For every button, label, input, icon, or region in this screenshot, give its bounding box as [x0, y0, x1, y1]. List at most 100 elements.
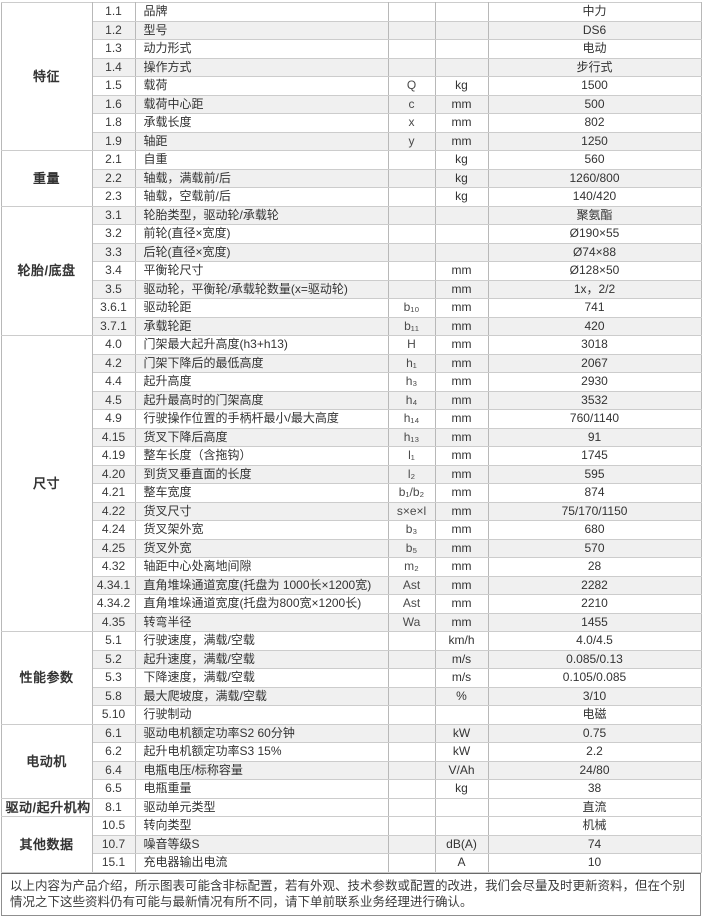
row-number-cell: 3.3: [91, 242, 136, 262]
table-row: 6.2 起升电机额定功率S3 15% kW 2.2: [1, 742, 702, 762]
value-cell: 28: [487, 557, 702, 577]
table-row: 3.6.1 驱动轮距 b₁₀ mm 741: [1, 298, 702, 318]
row-number-cell: 4.22: [91, 501, 136, 521]
spec-name-cell: 货叉外宽: [134, 538, 389, 558]
unit-cell: mm: [434, 335, 489, 355]
symbol-cell: y: [387, 131, 436, 151]
unit-cell: V/Ah: [434, 760, 489, 780]
table-row: 2.3 轴载，空载前/后 kg 140/420: [1, 187, 702, 207]
category-cell: 特征: [0, 2, 93, 151]
symbol-cell: [387, 39, 436, 59]
spec-section: 特征 1.1 品牌 中力 1.2 型号 DS6 1.3 动力形式 电动 1.4 操作方式 步行式 1.5 载…: [0, 2, 702, 151]
spec-name-cell: 行驶制动: [134, 705, 389, 725]
unit-cell: mm: [434, 557, 489, 577]
table-row: 2.2 轴载，满载前/后 kg 1260/800: [1, 168, 702, 188]
row-number-cell: 3.7.1: [91, 316, 136, 336]
table-row: 4.20 到货叉垂直面的长度 l₂ mm 595: [1, 464, 702, 484]
row-number-cell: 10.7: [91, 834, 136, 854]
row-number-cell: 4.0: [91, 335, 136, 355]
row-number-cell: 1.9: [91, 131, 136, 151]
unit-cell: kg: [434, 187, 489, 207]
table-row: 4.25 货叉外宽 b₅ mm 570: [1, 538, 702, 558]
value-cell: 0.75: [487, 723, 702, 743]
value-cell: Ø74×88: [487, 242, 702, 262]
row-number-cell: 5.10: [91, 705, 136, 725]
row-number-cell: 1.6: [91, 94, 136, 114]
value-cell: 680: [487, 520, 702, 540]
symbol-cell: [387, 686, 436, 706]
value-cell: DS6: [487, 20, 702, 40]
row-number-cell: 4.9: [91, 409, 136, 429]
spec-name-cell: 轮胎类型，驱动轮/承载轮: [134, 205, 389, 225]
unit-cell: dB(A): [434, 834, 489, 854]
value-cell: 91: [487, 427, 702, 447]
value-cell: 500: [487, 94, 702, 114]
table-row: 4.34.2 直角堆垛通道宽度(托盘为800宽×1200长) Ast mm 2210: [1, 594, 702, 614]
unit-cell: mm: [434, 261, 489, 281]
unit-cell: mm: [434, 94, 489, 114]
symbol-cell: [387, 187, 436, 207]
unit-cell: A: [434, 853, 489, 873]
spec-name-cell: 最大爬坡度，满载/空载: [134, 686, 389, 706]
symbol-cell: h₄: [387, 390, 436, 410]
spec-name-cell: 下降速度，满载/空载: [134, 668, 389, 688]
row-number-cell: 15.1: [91, 853, 136, 873]
value-cell: 1x，2/2: [487, 279, 702, 299]
table-row: 15.1 充电器输出电流 A 10: [1, 853, 702, 873]
table-row: 电动机 6.1 驱动电机额定功率S2 60分钟 kW 0.75: [0, 723, 702, 799]
value-cell: 595: [487, 464, 702, 484]
row-number-cell: 4.24: [91, 520, 136, 540]
value-cell: 874: [487, 483, 702, 503]
spec-section: 轮胎/底盘 3.1 轮胎类型，驱动轮/承载轮 聚氨酯 3.2 前轮(直径×宽度) Ø190×…: [0, 205, 702, 336]
spec-name-cell: 起升高度: [134, 372, 389, 392]
unit-cell: [434, 242, 489, 262]
unit-cell: m/s: [434, 649, 489, 669]
spec-name-cell: 轴距: [134, 131, 389, 151]
spec-name-cell: 自重: [134, 150, 389, 170]
symbol-cell: [387, 649, 436, 669]
symbol-cell: [387, 224, 436, 244]
spec-name-cell: 直角堆垛通道宽度(托盘为800宽×1200长): [134, 594, 389, 614]
symbol-cell: [387, 205, 436, 225]
value-cell: 10: [487, 853, 702, 873]
row-number-cell: 4.32: [91, 557, 136, 577]
value-cell: 2067: [487, 353, 702, 373]
row-number-cell: 6.1: [91, 723, 136, 743]
spec-section: 性能参数 5.1 行驶速度，满载/空载 km/h 4.0/4.5 5.2 起升速度，满载/空…: [0, 631, 702, 725]
spec-name-cell: 门架下降后的最低高度: [134, 353, 389, 373]
unit-cell: [434, 39, 489, 59]
spec-name-cell: 货叉下降后高度: [134, 427, 389, 447]
row-number-cell: 4.5: [91, 390, 136, 410]
symbol-cell: b₅: [387, 538, 436, 558]
spec-section: 重量 2.1 自重 kg 560 2.2 轴载，满载前/后 kg 1260/800 2.3 轴载，空…: [0, 150, 702, 207]
spec-name-cell: 起升电机额定功率S3 15%: [134, 742, 389, 762]
symbol-cell: [387, 797, 436, 817]
symbol-cell: [387, 168, 436, 188]
unit-cell: mm: [434, 612, 489, 632]
symbol-cell: [387, 742, 436, 762]
spec-name-cell: 整车长度（含拖钩）: [134, 446, 389, 466]
value-cell: 2930: [487, 372, 702, 392]
row-number-cell: 2.1: [91, 150, 136, 170]
unit-cell: mm: [434, 427, 489, 447]
spec-name-cell: 整车宽度: [134, 483, 389, 503]
symbol-cell: h₁₃: [387, 427, 436, 447]
row-number-cell: 3.5: [91, 279, 136, 299]
unit-cell: mm: [434, 372, 489, 392]
unit-cell: [434, 205, 489, 225]
category-cell: 驱动/起升机构: [0, 797, 93, 817]
value-cell: 中力: [487, 2, 702, 22]
table-row: 4.5 起升最高时的门架高度 h₄ mm 3532: [1, 390, 702, 410]
value-cell: 1745: [487, 446, 702, 466]
symbol-cell: [387, 242, 436, 262]
unit-cell: mm: [434, 131, 489, 151]
value-cell: 3532: [487, 390, 702, 410]
unit-cell: mm: [434, 464, 489, 484]
unit-cell: mm: [434, 353, 489, 373]
symbol-cell: [387, 150, 436, 170]
spec-name-cell: 载荷: [134, 76, 389, 96]
table-row: 5.8 最大爬坡度，满载/空载% 3/10: [1, 686, 702, 706]
table-row: 驱动/起升机构 8.1 驱动单元类型 直流: [0, 797, 702, 817]
row-number-cell: 3.6.1: [91, 298, 136, 318]
